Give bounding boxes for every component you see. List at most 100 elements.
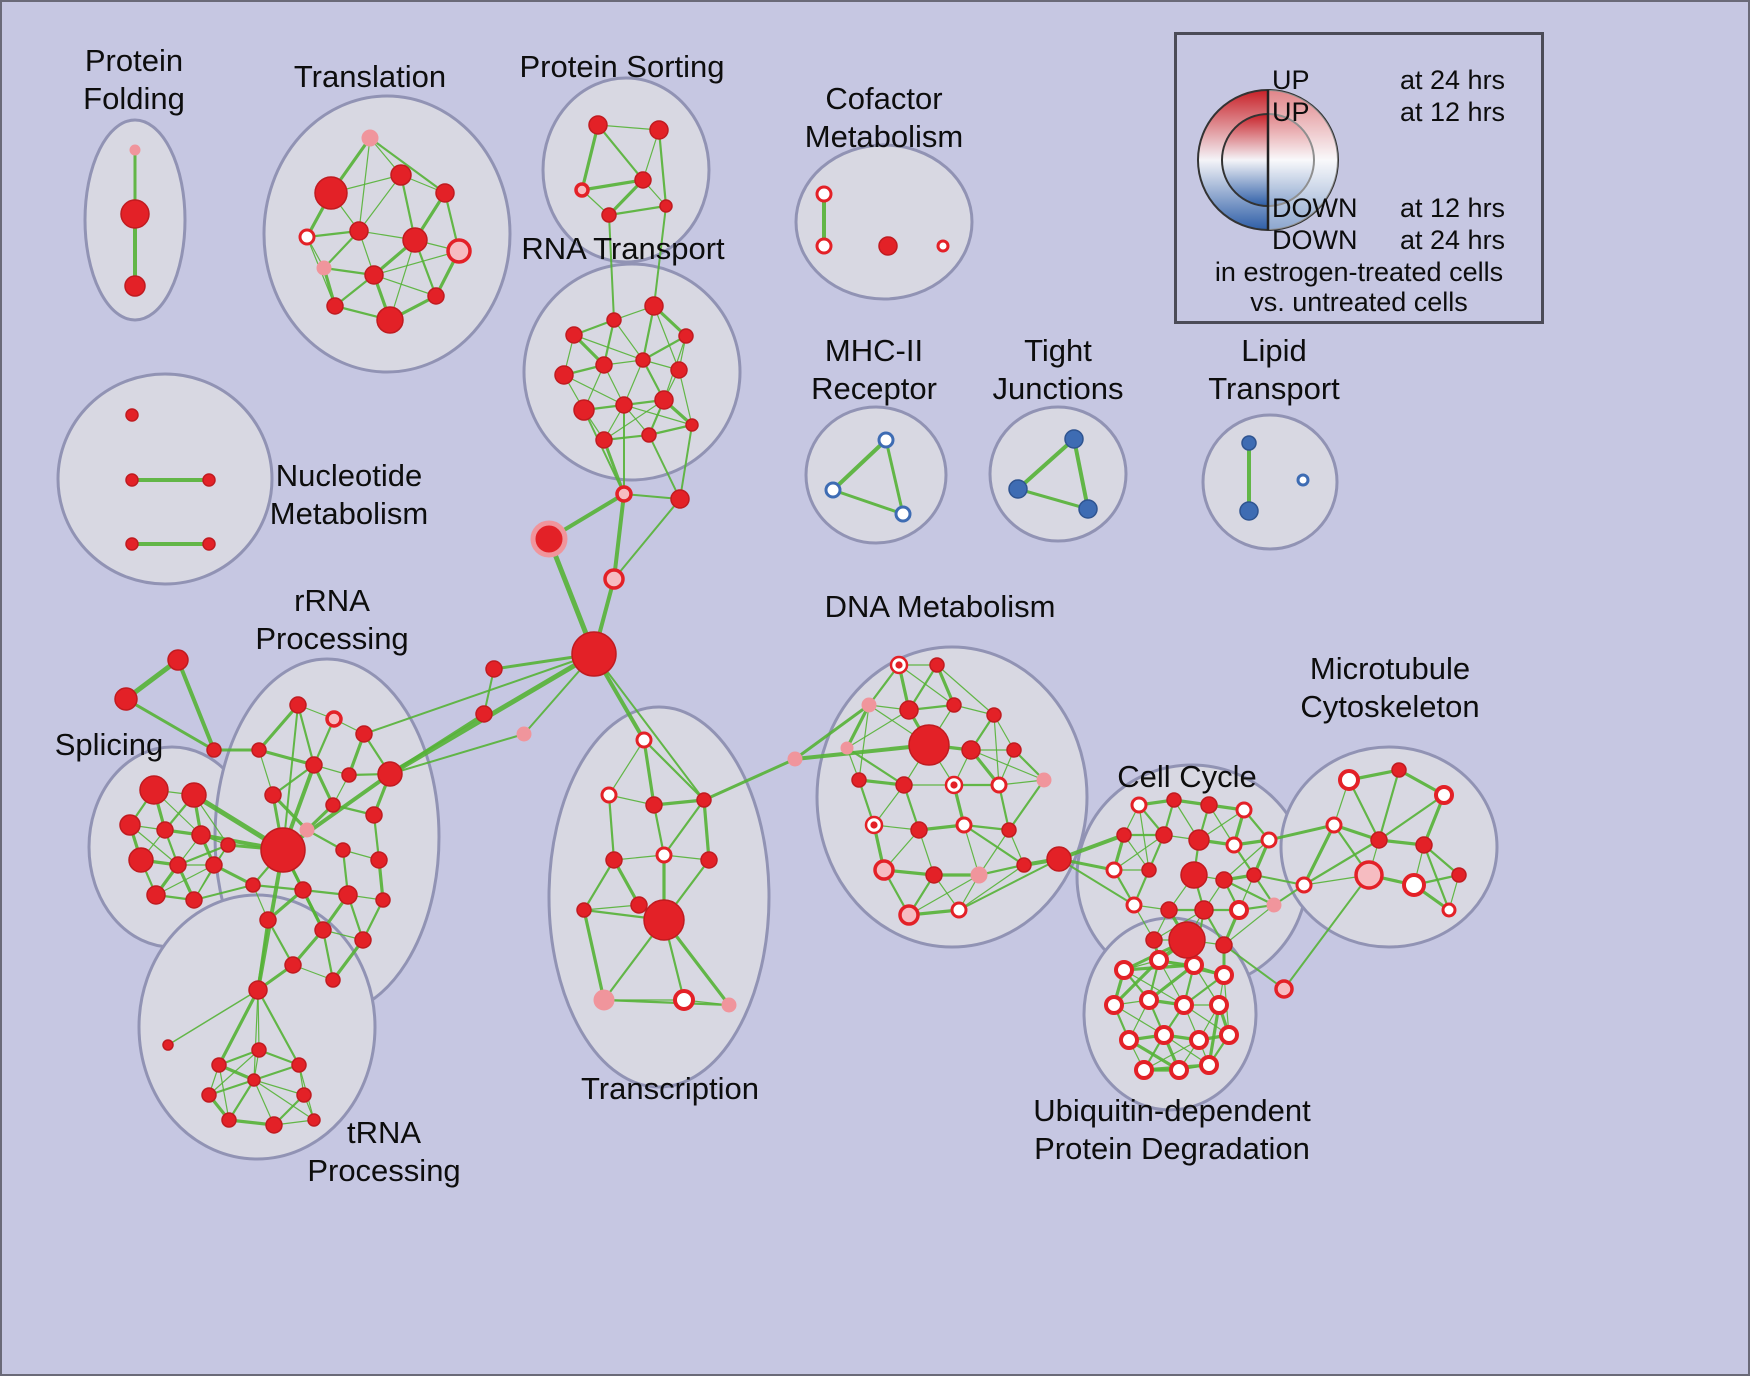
node-t0 bbox=[361, 129, 379, 147]
node-dm8 bbox=[961, 740, 981, 760]
edge-tn5-tn3 bbox=[208, 1049, 260, 1096]
edge-r11-ch0 bbox=[602, 438, 626, 496]
node-dm2 bbox=[929, 657, 945, 673]
node-ps3 bbox=[634, 171, 652, 189]
node-cc5 bbox=[1155, 826, 1173, 844]
edge-dm22-dm24 bbox=[958, 864, 1025, 911]
edge-ubb-mt6 bbox=[1283, 874, 1370, 990]
edge-tn0-tn6 bbox=[253, 989, 259, 1081]
node-pf2 bbox=[124, 275, 146, 297]
node-mt0 bbox=[1338, 769, 1360, 791]
node-n3 bbox=[125, 537, 139, 551]
legend-dir-label: UP bbox=[1272, 97, 1310, 127]
node-dm14 bbox=[1036, 772, 1052, 788]
node-tn6 bbox=[247, 1073, 261, 1087]
node-rr14 bbox=[245, 877, 261, 893]
node-mt6 bbox=[1354, 860, 1384, 890]
edge-cc9-cc5 bbox=[1113, 834, 1165, 871]
edge-ch0-ch4 bbox=[612, 492, 626, 581]
node-r4 bbox=[554, 365, 574, 385]
node-ps2 bbox=[574, 182, 590, 198]
node-ub6 bbox=[1174, 995, 1194, 1015]
edge-ch5-tx3 bbox=[593, 653, 705, 801]
cluster-translation bbox=[262, 94, 512, 374]
edge-cc18-cc12 bbox=[1222, 878, 1276, 907]
legend-time-label: at 24 hrs bbox=[1400, 65, 1506, 95]
node-cc21 bbox=[1215, 936, 1233, 954]
cluster-dna-metabolism bbox=[815, 645, 1089, 949]
edge-tx0-tx3 bbox=[642, 738, 706, 802]
legend-time-label: at 12 hrs bbox=[1400, 97, 1506, 127]
node-s2 bbox=[119, 814, 141, 836]
edge-dm14-dm18 bbox=[1007, 778, 1046, 832]
edge-tx3-tx6 bbox=[702, 798, 711, 862]
edge-tx12-tx10 bbox=[602, 998, 731, 1007]
edge-tn0-tn3 bbox=[257, 989, 260, 1051]
edge-mt10-mt3 bbox=[1302, 823, 1336, 887]
edge-m1-m2 bbox=[831, 488, 905, 516]
edge-tj0-tj1 bbox=[1016, 437, 1076, 491]
node-dm24 bbox=[950, 901, 968, 919]
node-tr2 bbox=[206, 742, 222, 758]
node-r6 bbox=[635, 352, 651, 368]
edge-t7-t9 bbox=[373, 250, 460, 276]
edge-mt9-mt5 bbox=[1422, 843, 1451, 912]
node-c3 bbox=[936, 239, 950, 253]
legend-row-down-24: DOWN at 24 hrs bbox=[1177, 225, 1541, 255]
node-ub5 bbox=[1139, 990, 1159, 1010]
edge-tr0-tr2 bbox=[176, 658, 216, 752]
node-cc0 bbox=[1130, 796, 1148, 814]
edge-r2-r7 bbox=[653, 305, 680, 371]
node-cc6 bbox=[1188, 829, 1210, 851]
legend-box: UP at 24 hrs UP at 12 hrs DOWN at 12 hrs… bbox=[1174, 32, 1544, 324]
node-n0 bbox=[125, 408, 139, 422]
node-ch1 bbox=[670, 489, 690, 509]
edge-mt1-mt4 bbox=[1377, 768, 1401, 842]
node-tj1 bbox=[1008, 479, 1028, 499]
edge-dm23-dm21 bbox=[908, 874, 980, 916]
node-r12 bbox=[641, 427, 657, 443]
node-dm3 bbox=[861, 697, 877, 713]
node-ub11 bbox=[1219, 1025, 1239, 1045]
node-s3 bbox=[156, 821, 174, 839]
node-tx9 bbox=[643, 899, 685, 941]
node-dm13 bbox=[990, 776, 1008, 794]
edge-t0-t3 bbox=[368, 136, 447, 195]
node-tx12 bbox=[721, 997, 737, 1013]
node-tx4 bbox=[605, 851, 623, 869]
node-tn1 bbox=[162, 1039, 174, 1051]
node-ub2 bbox=[1184, 955, 1204, 975]
node-r13 bbox=[685, 418, 699, 432]
node-ub0 bbox=[1114, 960, 1134, 980]
edge-br0-dm3 bbox=[793, 703, 871, 761]
node-dm18 bbox=[1001, 822, 1017, 838]
edge-dm1-dm5 bbox=[898, 664, 955, 706]
node-dm9 bbox=[1006, 742, 1022, 758]
edge-ps1-ps5 bbox=[657, 128, 668, 208]
cluster-protein-sorting bbox=[541, 76, 711, 264]
legend-note-line1: in estrogen-treated cells bbox=[1214, 257, 1504, 287]
edge-s9-rr14 bbox=[193, 884, 254, 901]
edge-tr1-tr2 bbox=[124, 697, 216, 752]
node-m0 bbox=[877, 431, 895, 449]
edge-tn10-tn6 bbox=[253, 1079, 315, 1121]
edge-tx0-tx1 bbox=[608, 739, 645, 796]
node-ub12 bbox=[1134, 1060, 1154, 1080]
node-r0 bbox=[565, 326, 583, 344]
legend-note-line2: vs. untreated cells bbox=[1250, 287, 1468, 317]
node-tx1 bbox=[600, 786, 618, 804]
node-rr17 bbox=[375, 892, 391, 908]
node-rr5 bbox=[341, 767, 357, 783]
node-rr12 bbox=[335, 842, 351, 858]
node-r5 bbox=[595, 356, 613, 374]
legend-dir-label: DOWN bbox=[1272, 225, 1358, 255]
node-r11 bbox=[595, 431, 613, 449]
edge-r12-ch1 bbox=[648, 434, 681, 500]
node-ub9 bbox=[1154, 1025, 1174, 1045]
edge-ub0-ub6 bbox=[1123, 969, 1185, 1006]
node-br0 bbox=[787, 751, 803, 767]
node-t10 bbox=[326, 297, 344, 315]
edge-ch8-rr6 bbox=[389, 733, 525, 775]
node-dm16 bbox=[910, 821, 928, 839]
node-tn4 bbox=[291, 1057, 307, 1073]
